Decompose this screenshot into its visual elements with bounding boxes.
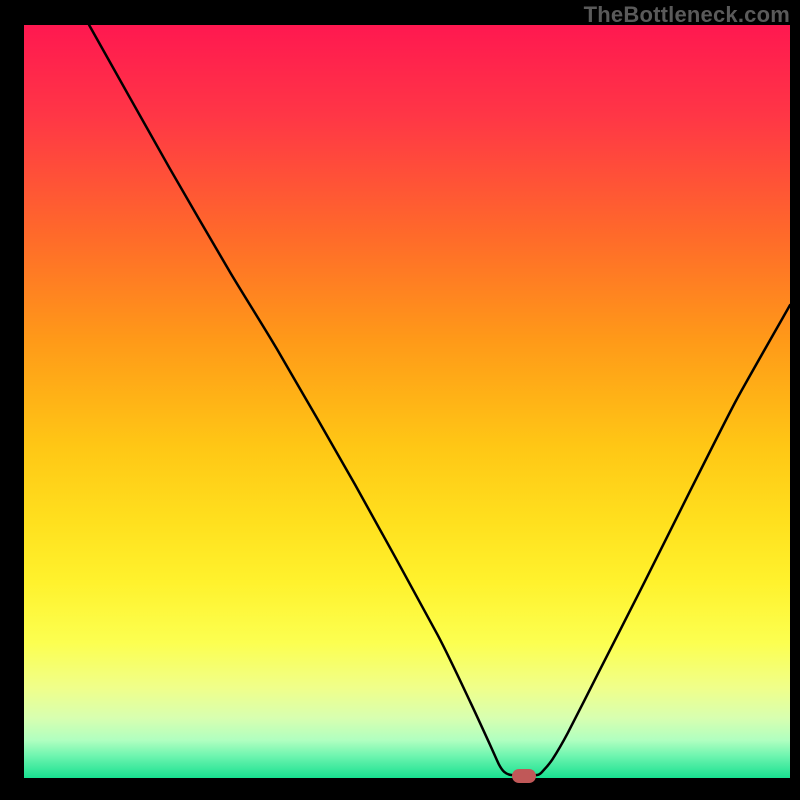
chart-svg [24, 25, 790, 778]
chart-plot-area [24, 25, 790, 778]
optimal-point-marker [512, 769, 536, 783]
chart-background [24, 25, 790, 778]
watermark-text: TheBottleneck.com [584, 2, 790, 28]
